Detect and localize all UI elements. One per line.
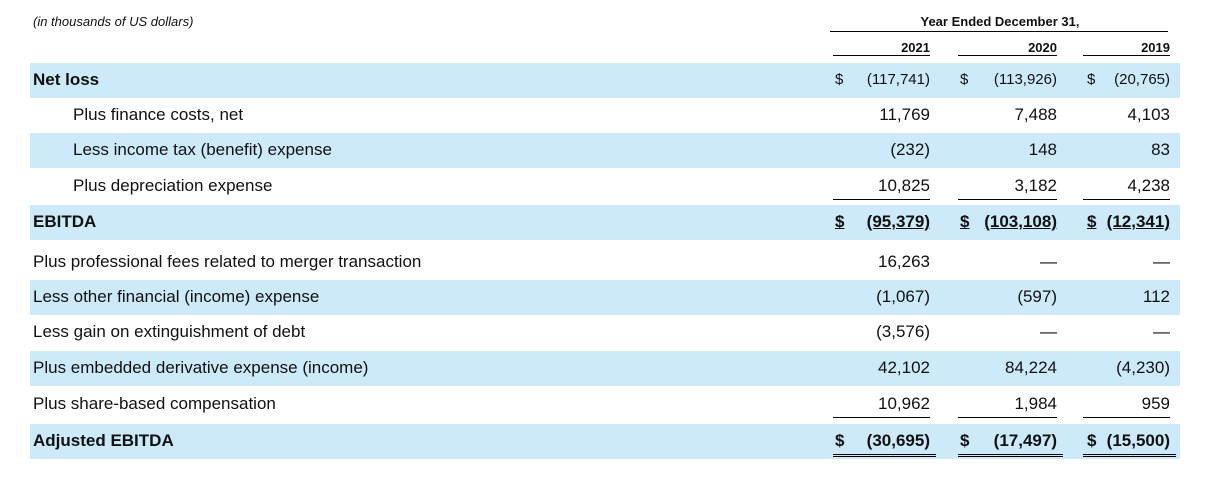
sum-rule — [833, 199, 930, 200]
cell-value: 11,769 — [879, 105, 930, 124]
total-rule — [1083, 454, 1176, 457]
currency-symbol: $ — [835, 71, 844, 88]
units-note: (in thousands of US dollars) — [33, 14, 194, 29]
row-shade — [30, 351, 1180, 386]
currency-symbol: $ — [835, 431, 845, 450]
cell-value: (4,230) — [1116, 358, 1170, 377]
currency-symbol: $ — [960, 71, 969, 88]
row-shade — [30, 205, 1180, 240]
cell-value: 84,224 — [1005, 358, 1057, 377]
period-header: Year Ended December 31, — [920, 14, 1080, 29]
cell-value: 959 — [1141, 394, 1170, 413]
row-label: Less income tax (benefit) expense — [73, 140, 332, 159]
row-label: Plus finance costs, net — [73, 105, 244, 124]
year-header: 2021 — [901, 40, 930, 55]
cell-value: (20,765) — [1114, 71, 1170, 88]
cell-value: (15,500) — [1106, 431, 1170, 450]
cell-value: (117,741) — [866, 71, 930, 88]
sum-rule — [1083, 417, 1170, 418]
total-rule — [833, 454, 936, 457]
year-header: 2020 — [1028, 40, 1057, 55]
row-label: Less gain on extinguishment of debt — [33, 322, 306, 341]
cell-value: 42,102 — [878, 358, 930, 377]
cell-value: (597) — [1017, 287, 1057, 306]
row-label: Less other financial (income) expense — [33, 287, 320, 306]
cell-value: 10,962 — [878, 394, 930, 413]
sum-rule — [958, 199, 1057, 200]
sum-rule — [1083, 199, 1170, 200]
cell-value: 7,488 — [1014, 105, 1057, 124]
sum-rule — [833, 417, 930, 418]
cell-value: — — [1040, 252, 1057, 271]
row-label: Net loss — [33, 70, 100, 89]
row-label: EBITDA — [33, 212, 97, 231]
year-header: 2019 — [1141, 40, 1170, 55]
sum-rule — [958, 417, 1057, 418]
year-rule — [1083, 55, 1170, 56]
year-rule — [833, 55, 930, 56]
cell-value: 10,825 — [878, 176, 930, 195]
cell-value: (113,926) — [993, 71, 1057, 88]
total-rule — [958, 454, 1063, 457]
row-label: Plus depreciation expense — [73, 176, 273, 195]
cell-value: 148 — [1028, 140, 1057, 159]
cell-value: (17,497) — [993, 431, 1057, 450]
cell-value: 3,182 — [1014, 176, 1057, 195]
cell-value: (12,341) — [1106, 212, 1170, 231]
cell-value: — — [1153, 252, 1170, 271]
currency-symbol: $ — [1087, 431, 1097, 450]
cell-value: (1,067) — [876, 287, 930, 306]
currency-symbol: $ — [960, 431, 970, 450]
row-shade — [30, 133, 1180, 168]
currency-symbol: $ — [835, 212, 845, 231]
currency-symbol: $ — [1087, 212, 1097, 231]
cell-value: (30,695) — [866, 431, 930, 450]
cell-value: 1,984 — [1014, 394, 1057, 413]
cell-value: 83 — [1151, 140, 1170, 159]
row-label: Plus share-based compensation — [33, 394, 276, 413]
header-rule — [830, 31, 1168, 32]
cell-value: 4,238 — [1127, 176, 1170, 195]
row-shade — [30, 63, 1180, 98]
cell-value: (232) — [890, 140, 930, 159]
row-label: Plus embedded derivative expense (income… — [33, 358, 369, 377]
row-shade — [30, 424, 1180, 459]
cell-value: 16,263 — [878, 252, 930, 271]
cell-value: (103,108) — [984, 212, 1057, 231]
cell-value: — — [1153, 322, 1170, 341]
cell-value: (95,379) — [866, 212, 930, 231]
cell-value: (3,576) — [876, 322, 930, 341]
cell-value: 4,103 — [1127, 105, 1170, 124]
year-rule — [958, 55, 1057, 56]
currency-symbol: $ — [960, 212, 970, 231]
cell-value: — — [1040, 322, 1057, 341]
row-label: Adjusted EBITDA — [33, 431, 174, 450]
currency-symbol: $ — [1087, 71, 1096, 88]
cell-value: 112 — [1142, 287, 1170, 306]
row-shade — [30, 280, 1180, 315]
row-label: Plus professional fees related to merger… — [33, 252, 422, 271]
